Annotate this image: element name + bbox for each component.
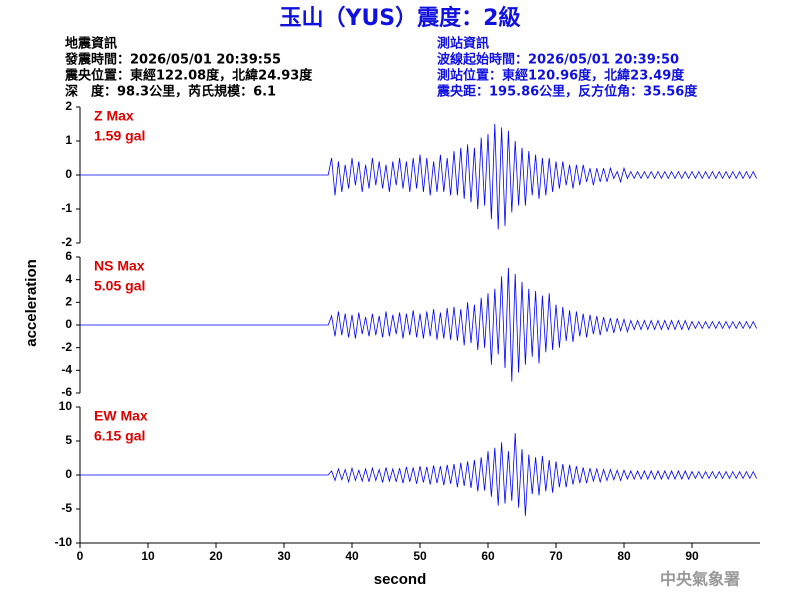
x-tick-label: 20 bbox=[209, 549, 223, 563]
annotation: NS Max bbox=[94, 258, 145, 274]
x-tick-label: 0 bbox=[77, 549, 84, 563]
waveform bbox=[80, 123, 757, 230]
waveform bbox=[80, 267, 757, 382]
y-tick-label: 4 bbox=[65, 272, 72, 286]
x-tick-label: 30 bbox=[277, 549, 291, 563]
x-tick-label: 40 bbox=[345, 549, 359, 563]
y-tick-label: 0 bbox=[65, 317, 72, 331]
y-tick-label: -2 bbox=[61, 340, 72, 354]
x-tick-label: 80 bbox=[617, 549, 631, 563]
y-axis-label: acceleration bbox=[23, 259, 40, 347]
x-tick-label: 50 bbox=[413, 549, 427, 563]
info-line: 測站資訊 bbox=[437, 36, 489, 52]
x-axis-label: second bbox=[374, 571, 427, 588]
event-info: 地震資訊 發震時間：2026/05/01 20:39:55 震央位置：東經122… bbox=[64, 36, 313, 100]
y-tick-label: -6 bbox=[61, 385, 72, 399]
info-line: 發震時間：2026/05/01 20:39:55 bbox=[64, 52, 281, 68]
y-tick-label: 10 bbox=[59, 399, 73, 413]
waveform bbox=[80, 433, 757, 516]
info-line: 深 度：98.3公里，芮氏規模：6.1 bbox=[65, 84, 276, 100]
y-tick-label: -4 bbox=[61, 363, 72, 377]
y-tick-label: 6 bbox=[65, 249, 72, 263]
info-line: 測站位置：東經120.96度，北緯23.49度 bbox=[437, 68, 685, 84]
annotation: EW Max bbox=[94, 408, 148, 424]
x-tick-label: 60 bbox=[481, 549, 495, 563]
y-tick-label: 2 bbox=[65, 295, 72, 309]
x-tick-label: 10 bbox=[141, 549, 155, 563]
y-tick-label: -10 bbox=[55, 535, 73, 549]
y-tick-label: 5 bbox=[65, 433, 72, 447]
x-tick-label: 90 bbox=[685, 549, 699, 563]
y-tick-label: 1 bbox=[65, 133, 72, 147]
info-line: 震央位置：東經122.08度，北緯24.93度 bbox=[64, 68, 313, 84]
y-tick-label: 0 bbox=[65, 167, 72, 181]
x-tick-label: 70 bbox=[549, 549, 563, 563]
y-tick-label: -1 bbox=[61, 201, 72, 215]
title: 玉山（YUS）震度：2級 bbox=[280, 5, 521, 31]
info-line: 波線起始時間：2026/05/01 20:39:50 bbox=[437, 52, 679, 68]
y-tick-label: 0 bbox=[65, 467, 72, 481]
y-tick-label: -2 bbox=[61, 235, 72, 249]
y-tick-label: 2 bbox=[65, 99, 72, 113]
y-tick-label: -5 bbox=[61, 501, 72, 515]
info-line: 震央距：195.86公里，反方位角：35.56度 bbox=[436, 84, 698, 100]
credit: 中央氣象署 bbox=[660, 570, 740, 589]
station-info: 測站資訊 波線起始時間：2026/05/01 20:39:50 測站位置：東經1… bbox=[436, 36, 698, 100]
annotation: 6.15 gal bbox=[94, 428, 145, 444]
annotation: Z Max bbox=[94, 108, 134, 124]
annotation: 1.59 gal bbox=[94, 128, 145, 144]
info-line: 地震資訊 bbox=[65, 36, 117, 52]
annotation: 5.05 gal bbox=[94, 278, 145, 294]
